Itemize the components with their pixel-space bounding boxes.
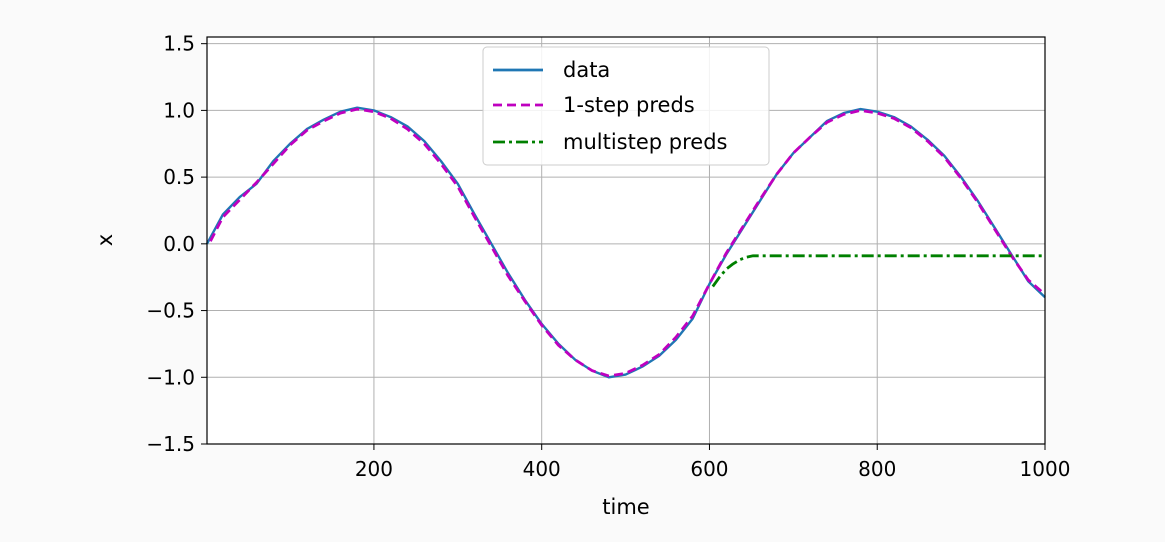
y-tick-label: 1.0 (163, 98, 195, 122)
y-axis-ticks: −1.5 −1.0 −0.5 0.0 0.5 1.0 1.5 (146, 32, 207, 456)
plot-frame (206, 36, 1046, 445)
x-axis-ticks: 200 400 600 800 1000 (355, 444, 1071, 481)
series-line-multistep-preds (711, 254, 1045, 288)
x-axis-label: time (602, 495, 649, 519)
y-tick-label: 0.0 (163, 232, 195, 256)
legend-box (482, 46, 770, 166)
x-tick-label: 1000 (1020, 457, 1071, 481)
x-tick-label: 800 (858, 457, 896, 481)
y-tick-label: −1.5 (146, 432, 195, 456)
legend-label-data: data (563, 58, 610, 82)
x-tick-label: 600 (690, 457, 728, 481)
y-axis-label: x (93, 234, 117, 246)
y-tick-label: 1.5 (163, 32, 195, 56)
legend: data 1-step preds multistep preds (482, 46, 770, 166)
legend-label-1-step-preds: 1-step preds (563, 93, 695, 117)
x-tick-label: 400 (523, 457, 561, 481)
y-tick-label: 0.5 (163, 165, 195, 189)
y-tick-label: −1.0 (146, 365, 195, 389)
series-line-1-step-preds (209, 107, 1046, 378)
legend-label-multistep-preds: multistep preds (563, 130, 727, 154)
series-layer (205, 106, 1046, 379)
y-tick-label: −0.5 (146, 299, 195, 323)
x-tick-label: 200 (355, 457, 393, 481)
